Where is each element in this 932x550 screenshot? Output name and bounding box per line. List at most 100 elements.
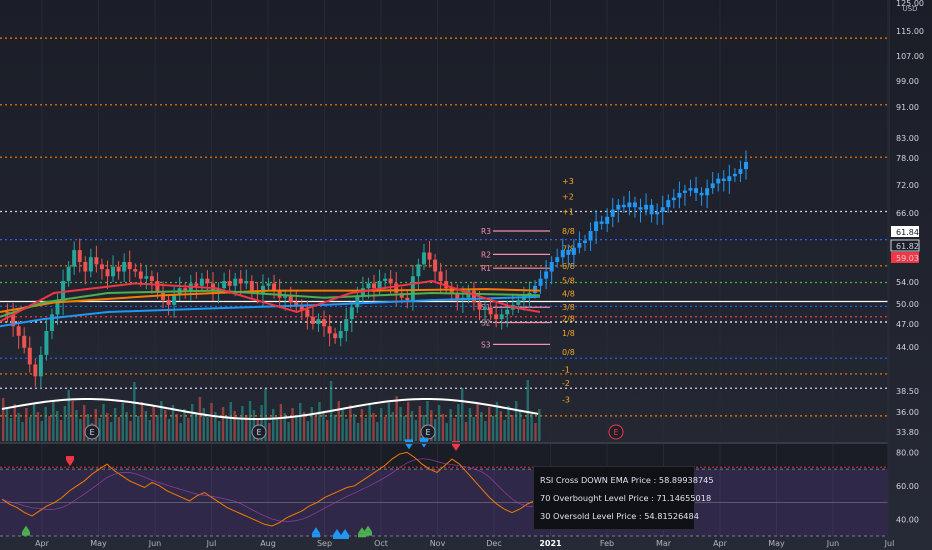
candle-body bbox=[349, 307, 354, 320]
volume-bar bbox=[83, 405, 86, 441]
volume-bar bbox=[32, 403, 36, 441]
candle-body bbox=[155, 281, 160, 293]
candle-body bbox=[727, 176, 732, 182]
murrey-label: 3/8 bbox=[562, 303, 575, 312]
rsi-buy-signal-cap bbox=[341, 534, 349, 539]
volume-bar bbox=[98, 418, 101, 441]
volume-bar bbox=[484, 421, 487, 441]
candle-body bbox=[344, 319, 349, 332]
candle-body bbox=[55, 302, 60, 315]
candle-body bbox=[33, 364, 38, 377]
price-tick-label: 36.00 bbox=[896, 408, 919, 417]
volume-bar bbox=[345, 419, 348, 441]
volume-bar bbox=[44, 407, 47, 441]
candle-body bbox=[716, 178, 721, 184]
volume-bar bbox=[233, 411, 236, 441]
candle-body bbox=[116, 266, 121, 272]
candle-body bbox=[205, 278, 210, 284]
volume-bar bbox=[391, 412, 394, 441]
volume-bar bbox=[333, 415, 337, 441]
rsi-tick-label: 40.00 bbox=[896, 515, 919, 524]
volume-bar bbox=[206, 417, 209, 441]
volume-bar bbox=[133, 382, 136, 441]
murrey-label: +2 bbox=[562, 192, 574, 201]
price-tick-label: 33.80 bbox=[896, 428, 919, 437]
volume-bar bbox=[449, 409, 452, 441]
volume-bar bbox=[414, 420, 418, 441]
price-tick-label: 78.00 bbox=[896, 154, 919, 163]
price-tag bbox=[891, 252, 919, 263]
volume-bar bbox=[152, 406, 155, 441]
time-tick-label: Feb bbox=[600, 539, 614, 548]
candle-body bbox=[644, 204, 649, 210]
volume-bar bbox=[318, 402, 321, 441]
volume-bar bbox=[237, 420, 240, 441]
volume-bar bbox=[187, 418, 190, 441]
pivot-label: R3 bbox=[481, 227, 491, 236]
murrey-label: 1/8 bbox=[562, 329, 575, 338]
time-tick-label: Sep bbox=[317, 539, 332, 548]
candle-body bbox=[133, 269, 138, 272]
rsi-ema-line bbox=[1, 458, 543, 522]
candle-body bbox=[505, 309, 510, 315]
volume-bar bbox=[110, 422, 113, 441]
candle-body bbox=[272, 283, 277, 291]
candle-body bbox=[305, 309, 310, 317]
candle-body bbox=[538, 278, 543, 286]
volume-bar bbox=[530, 414, 533, 441]
price-tick-label: 107.00 bbox=[896, 52, 924, 61]
earnings-marker bbox=[84, 424, 100, 440]
candle-body bbox=[66, 266, 71, 282]
candle-body bbox=[560, 250, 565, 258]
volume-bar bbox=[441, 414, 445, 441]
candle-body bbox=[599, 221, 604, 224]
volume-bar bbox=[472, 417, 475, 441]
volume-bar bbox=[221, 407, 225, 441]
time-tick-label: Jul bbox=[884, 539, 895, 548]
pivot-label: R2 bbox=[481, 250, 491, 259]
volume-bar bbox=[464, 422, 468, 441]
candle-body bbox=[438, 271, 443, 282]
murrey-label: 5/8 bbox=[562, 277, 575, 286]
volume-bar bbox=[272, 409, 275, 441]
volume-bar bbox=[225, 416, 229, 441]
horizontal-levels bbox=[0, 37, 888, 417]
volume-bar bbox=[71, 401, 74, 441]
pivot-label: S2 bbox=[481, 318, 491, 327]
candle-body bbox=[172, 295, 177, 305]
price-tick-label: 115.00 bbox=[896, 27, 924, 36]
rsi-axis[interactable]: 80.00 60.00 40.00 bbox=[896, 448, 919, 524]
volume-bar bbox=[171, 405, 175, 441]
volume-bar bbox=[268, 423, 271, 441]
candle-body bbox=[27, 347, 32, 365]
pivot-label: R1 bbox=[481, 264, 491, 273]
time-axis[interactable]: Apr May Jun Jul Aug Sep Oct Nov Dec 2021 Feb Mar Apr… bbox=[35, 539, 894, 548]
volume-bar bbox=[476, 403, 479, 441]
candle-body bbox=[333, 333, 338, 339]
volume-bar bbox=[275, 418, 279, 441]
price-tag bbox=[890, 239, 920, 252]
candle-body bbox=[577, 242, 582, 248]
tooltip-overbought: 70 Overbought Level Price : 71.14655018 bbox=[540, 493, 712, 503]
volume-bar bbox=[283, 413, 286, 441]
candle-body bbox=[710, 183, 715, 189]
volume-bar bbox=[518, 410, 522, 441]
volume-bar bbox=[491, 416, 495, 441]
candle-body bbox=[721, 178, 726, 182]
volume-bar bbox=[515, 401, 518, 441]
murrey-label: 2/8 bbox=[562, 315, 575, 324]
price-axis[interactable]: 125.00 115.00 107.00 99.00 91.00 83.00 78.00 72… bbox=[890, 0, 924, 437]
volume-bar bbox=[67, 390, 70, 441]
candle-body bbox=[566, 250, 571, 255]
volume-bar bbox=[2, 398, 5, 441]
candle-body bbox=[732, 173, 737, 177]
time-tick-label: Jun bbox=[148, 539, 162, 548]
candle-body bbox=[266, 283, 271, 286]
volume-bar bbox=[164, 410, 167, 441]
candle-body bbox=[249, 281, 254, 291]
candle-body bbox=[660, 207, 665, 212]
candle-body bbox=[338, 331, 343, 339]
candle-body bbox=[11, 314, 16, 327]
volume-bar bbox=[526, 380, 529, 441]
